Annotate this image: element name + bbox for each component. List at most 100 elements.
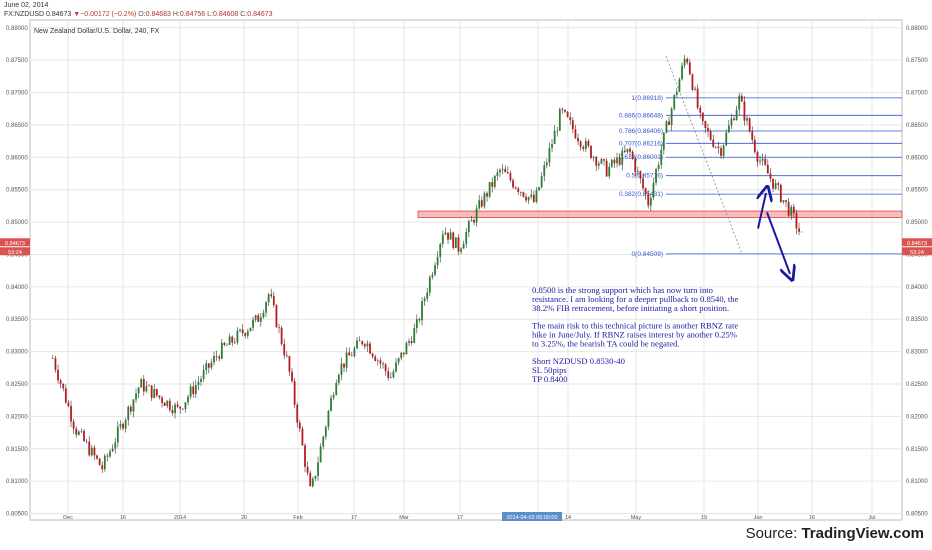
timer-tag-right: 53:24 bbox=[910, 250, 924, 256]
candle-body bbox=[644, 188, 647, 195]
candle-body bbox=[228, 336, 231, 345]
candle-body bbox=[426, 292, 429, 299]
candle-body bbox=[392, 371, 395, 378]
candle-body bbox=[116, 426, 119, 443]
candle-body bbox=[517, 188, 520, 192]
candle-body bbox=[486, 193, 488, 197]
candle-body bbox=[319, 446, 322, 463]
y-tick-label-left: 0.82500 bbox=[6, 382, 28, 388]
candle-body bbox=[369, 343, 371, 354]
candle-body bbox=[298, 422, 301, 429]
y-tick-label-left: 0.85000 bbox=[6, 220, 28, 226]
candle-body bbox=[493, 175, 496, 187]
candle-body bbox=[748, 118, 751, 132]
candle-body bbox=[704, 121, 707, 129]
candle-body bbox=[332, 395, 335, 398]
y-tick-label-left: 0.80500 bbox=[6, 512, 28, 518]
candle-body bbox=[551, 144, 553, 148]
candle-body bbox=[213, 355, 215, 363]
candle-body bbox=[673, 94, 676, 109]
candle-body bbox=[597, 163, 600, 166]
candle-body bbox=[444, 232, 447, 235]
x-tick-label: 16 bbox=[120, 515, 126, 521]
candle-body bbox=[353, 348, 356, 356]
x-tick-label: Jul bbox=[868, 515, 875, 521]
candle-body bbox=[111, 448, 114, 452]
candle-body bbox=[293, 381, 296, 405]
source-prefix: Source: bbox=[745, 525, 802, 542]
candle-body bbox=[574, 129, 577, 139]
candle-body bbox=[499, 169, 501, 173]
candle-body bbox=[62, 383, 65, 389]
candle-body bbox=[371, 353, 374, 357]
candle-body bbox=[642, 178, 644, 189]
candle-body bbox=[400, 352, 403, 359]
candle-body bbox=[345, 352, 348, 368]
price-change: ▼−0.00172 (−0.2%) bbox=[73, 11, 137, 18]
candle-body bbox=[124, 420, 127, 429]
y-tick-label-right: 0.81000 bbox=[906, 479, 928, 485]
candle-body bbox=[725, 132, 728, 146]
candle-body bbox=[280, 327, 283, 344]
candle-body bbox=[166, 400, 169, 406]
candle-body bbox=[584, 140, 587, 149]
fib-level-label: 0.618(0.86001) bbox=[619, 154, 663, 161]
candle-body bbox=[215, 355, 218, 357]
candle-body bbox=[283, 343, 286, 356]
price-tag-right-bg bbox=[902, 238, 932, 247]
x-tick-label: Feb bbox=[293, 515, 302, 521]
candle-body bbox=[623, 150, 626, 153]
candle-body bbox=[613, 159, 616, 164]
annotation-line: 0.8500 is the strong support which has n… bbox=[532, 285, 713, 295]
candle-body bbox=[395, 362, 397, 372]
annotation-line: TP 0.8400 bbox=[532, 374, 568, 384]
candle-body bbox=[93, 447, 96, 456]
close-value: 0.84673 bbox=[247, 11, 273, 18]
high-value: 0.84756 bbox=[179, 11, 206, 18]
candle-body bbox=[137, 387, 140, 394]
y-tick-label-right: 0.81500 bbox=[906, 447, 928, 453]
candle-body bbox=[428, 277, 431, 293]
candle-body bbox=[733, 118, 735, 121]
candle-body bbox=[275, 305, 278, 328]
analysis-annotation: 0.8500 is the strong support which has n… bbox=[532, 285, 739, 384]
candle-body bbox=[717, 146, 720, 149]
candle-body bbox=[691, 74, 694, 90]
candle-body bbox=[376, 360, 379, 362]
candle-body bbox=[751, 131, 754, 140]
candle-body bbox=[150, 385, 153, 398]
candle-body bbox=[764, 158, 767, 165]
candle-body bbox=[769, 173, 772, 179]
candle-body bbox=[421, 301, 423, 321]
fib-level-label: 0(0.84509) bbox=[632, 251, 663, 258]
candle-body bbox=[366, 343, 369, 347]
annotation-line: The main risk to this technical picture … bbox=[532, 321, 738, 331]
candle-body bbox=[558, 109, 561, 131]
candle-body bbox=[226, 344, 228, 346]
candle-body bbox=[361, 341, 364, 345]
candle-body bbox=[189, 386, 192, 397]
y-tick-label-left: 0.81000 bbox=[6, 479, 28, 485]
candle-body bbox=[306, 466, 309, 473]
candle-body bbox=[756, 151, 759, 162]
fib-level-label: 1(0.86918) bbox=[632, 95, 663, 102]
candle-body bbox=[587, 140, 590, 146]
candle-body bbox=[540, 176, 543, 188]
candle-body bbox=[317, 462, 319, 476]
candle-body bbox=[774, 183, 777, 189]
y-tick-label-left: 0.84000 bbox=[6, 285, 28, 291]
candle-body bbox=[184, 402, 187, 410]
candle-body bbox=[405, 342, 408, 355]
candle-body bbox=[109, 451, 111, 457]
candle-body bbox=[535, 190, 538, 203]
candle-body bbox=[384, 364, 387, 372]
candle-body bbox=[714, 146, 717, 148]
candle-body bbox=[415, 319, 418, 329]
arrow-up bbox=[758, 193, 766, 229]
grid-lines bbox=[30, 20, 902, 520]
candle-body bbox=[569, 117, 572, 121]
candle-body bbox=[460, 248, 462, 252]
candle-body bbox=[543, 165, 546, 177]
candle-body bbox=[647, 194, 650, 206]
